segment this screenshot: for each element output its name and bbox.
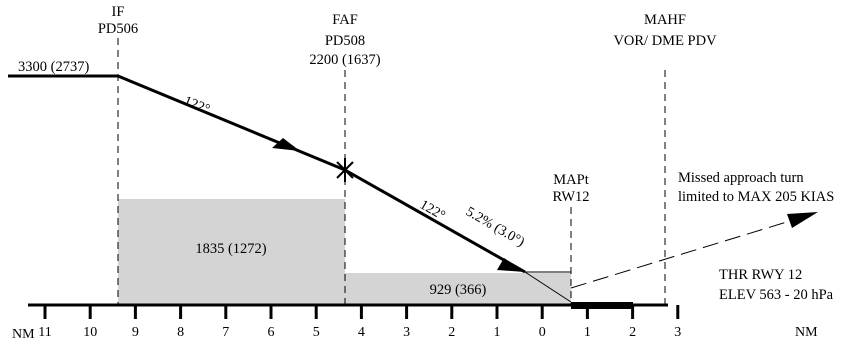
faf-cross-marker — [336, 158, 354, 182]
oca-intermediate-label: 1835 (1272) — [195, 241, 266, 257]
final-direction-arrow — [497, 258, 525, 272]
scale-tick-label: 8 — [177, 325, 184, 340]
missed-approach-path — [570, 220, 791, 289]
scale-tick-label: 9 — [132, 325, 139, 340]
nm-unit-left: NM — [12, 327, 35, 342]
scale-tick-label: 10 — [83, 325, 97, 340]
scale-tick-label: 2 — [448, 325, 455, 340]
intermediate-direction-arrow — [272, 138, 300, 151]
faf-title: FAF — [332, 12, 358, 28]
intermediate-track-label: 122° — [182, 94, 212, 118]
threshold-line1: THR RWY 12 — [719, 267, 802, 283]
scale-tick-label: 7 — [222, 325, 229, 340]
mahf-name: VOR/ DME PDV — [613, 33, 717, 49]
mapt-title: MAPt — [553, 172, 588, 188]
visual-segment — [524, 271, 572, 303]
scale-tick-label: 6 — [268, 325, 275, 340]
runway-bar — [571, 302, 633, 309]
distance-scale-ticks — [43, 305, 680, 319]
oca-area-intermediate — [118, 199, 345, 304]
nm-unit-right: NM — [795, 325, 818, 340]
mahf-title: MAHF — [644, 12, 686, 28]
scale-tick-label: 2 — [629, 325, 636, 340]
initial-altitude: 3300 (2737) — [18, 59, 89, 75]
faf-altitude: 2200 (1637) — [309, 52, 380, 68]
intermediate-segment — [117, 74, 346, 172]
if-title: IF — [112, 4, 125, 20]
final-segment — [344, 168, 526, 274]
missed-approach-note-line1: Missed approach turn — [678, 170, 804, 186]
scale-tick-label: 3 — [674, 325, 681, 340]
threshold-elevation: ELEV 563 - 20 hPa — [719, 287, 834, 303]
if-name: PD506 — [98, 21, 138, 37]
oca-area-final — [345, 273, 571, 304]
distance-scale-labels: 11 10 9 8 7 6 5 4 3 2 1 0 1 2 3 — [38, 325, 681, 340]
scale-tick-label: 4 — [358, 325, 365, 340]
scale-tick-label: 11 — [38, 325, 51, 340]
scale-tick-label: 5 — [313, 325, 320, 340]
scale-tick-label: 1 — [584, 325, 591, 340]
scale-tick-label: 3 — [403, 325, 410, 340]
missed-approach-arrowhead — [787, 212, 818, 228]
mapt-name: RW12 — [552, 189, 589, 205]
missed-approach-note-line2: limited to MAX 205 KIAS — [678, 189, 834, 205]
oca-final-label: 929 (366) — [430, 282, 487, 298]
faf-name: PD508 — [325, 33, 365, 49]
scale-tick-label: 1 — [494, 325, 501, 340]
scale-tick-label: 0 — [539, 325, 546, 340]
